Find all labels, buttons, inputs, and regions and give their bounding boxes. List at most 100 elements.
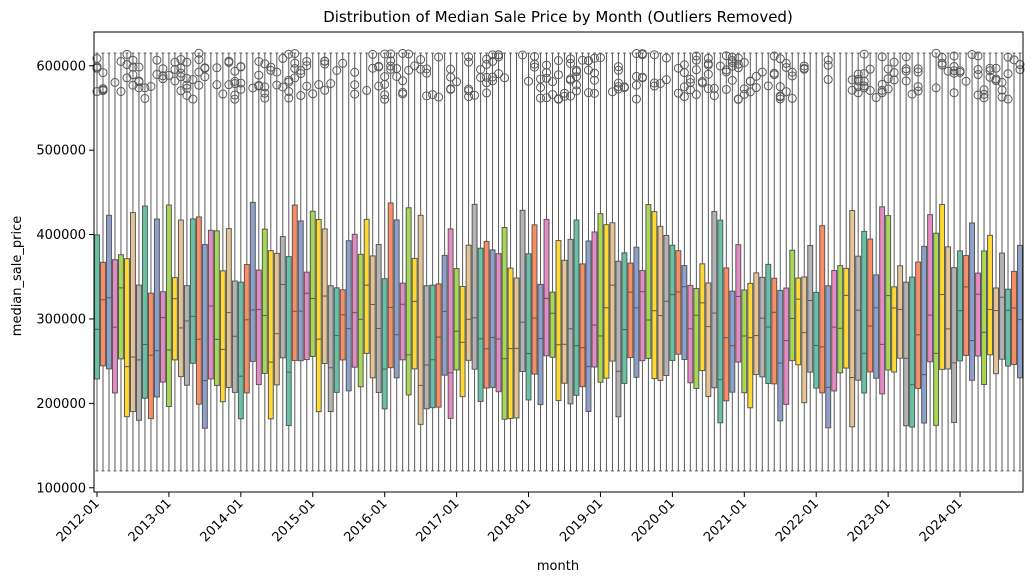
box-iqr [909, 276, 916, 428]
box-month-34 [296, 52, 306, 472]
outlier-point [883, 74, 893, 84]
x-tick-label: 2013-01 [126, 496, 175, 545]
outlier-point [422, 68, 432, 78]
box-month-119 [807, 52, 814, 472]
box-month-55 [422, 52, 432, 472]
outlier-point [278, 53, 288, 63]
outlier-point [787, 93, 797, 103]
box-month-88 [619, 52, 629, 472]
box-iqr [135, 284, 142, 421]
box-iqr [417, 214, 424, 425]
outlier-point [176, 86, 186, 96]
box-month-40 [332, 52, 342, 472]
box-iqr [549, 291, 556, 358]
box-iqr [765, 263, 772, 384]
outlier-point [536, 74, 546, 84]
box-iqr [699, 263, 706, 372]
box-iqr [501, 227, 508, 420]
outlier-point [955, 67, 965, 77]
y-tick-label: 200000 [36, 397, 86, 412]
box-iqr [939, 204, 946, 370]
outlier-point [853, 69, 863, 79]
box-iqr [717, 219, 724, 424]
box-month-126 [847, 52, 857, 472]
box-iqr [219, 270, 226, 403]
box-month-124 [837, 52, 844, 472]
outlier-point [901, 64, 911, 74]
outlier-point [152, 70, 162, 80]
box-month-21 [218, 52, 228, 472]
box-month-103 [709, 52, 719, 472]
box-month-142 [943, 52, 953, 472]
box-month-123 [831, 52, 838, 472]
box-month-110 [751, 52, 761, 472]
outlier-point [703, 53, 713, 63]
outlier-point [116, 87, 126, 97]
outlier-point [92, 62, 102, 72]
outlier-point [350, 80, 360, 90]
box-month-131 [877, 52, 887, 472]
outlier-point [260, 93, 270, 103]
outlier-point [482, 59, 492, 69]
box-iqr [771, 277, 778, 385]
x-tick-label: 2021-01 [701, 496, 750, 545]
outlier-point [583, 56, 593, 66]
box-month-113 [769, 51, 779, 472]
outlier-point [823, 60, 833, 70]
box-month-12 [164, 52, 174, 472]
outlier-point [997, 77, 1007, 87]
box-month-25 [243, 52, 250, 472]
box-month-39 [326, 52, 336, 472]
box-month-35 [302, 52, 312, 472]
box-iqr [675, 250, 682, 355]
box-iqr [945, 246, 952, 370]
box-month-6 [128, 52, 138, 472]
box-iqr [831, 270, 838, 392]
y-axis: 100000 200000 300000 400000 500000 600000 [36, 59, 94, 496]
outlier-point [823, 75, 833, 85]
box-month-50 [392, 52, 402, 472]
outlier-point [230, 90, 240, 100]
outlier-point [380, 79, 390, 89]
box-iqr [459, 285, 466, 398]
box-month-84 [595, 52, 605, 472]
box-iqr [153, 218, 160, 398]
outlier-point [889, 75, 899, 85]
x-axis-label: month [537, 559, 579, 574]
box-iqr [369, 255, 376, 379]
box-iqr [279, 236, 286, 359]
box-iqr [411, 257, 418, 370]
x-tick-label: 2020-01 [629, 496, 678, 545]
box-month-137 [913, 52, 923, 472]
box-iqr [867, 238, 874, 373]
box-month-151 [997, 52, 1007, 472]
outlier-point [685, 74, 695, 84]
box-month-1 [98, 52, 108, 472]
outlier-point [703, 69, 713, 79]
box-iqr [999, 252, 1005, 360]
outlier-point [871, 93, 881, 103]
outlier-point [422, 64, 432, 74]
outlier-point [913, 64, 923, 74]
outlier-point [751, 71, 761, 81]
outlier-point [296, 65, 306, 75]
outlier-point [548, 89, 558, 99]
box-month-53 [410, 52, 420, 472]
outlier-point [649, 50, 659, 60]
box-month-109 [745, 52, 755, 472]
outlier-point [182, 83, 192, 93]
outlier-point [727, 75, 737, 85]
box-month-11 [158, 52, 168, 472]
outlier-point [661, 75, 671, 85]
box-month-92 [645, 52, 652, 472]
box-iqr [249, 201, 256, 362]
box-month-97 [673, 52, 683, 472]
box-iqr [495, 253, 502, 393]
outlier-point [565, 54, 575, 64]
outlier-point [739, 84, 749, 94]
box-iqr [603, 224, 610, 379]
outlier-point [290, 63, 300, 73]
box-iqr [519, 209, 526, 372]
box-month-63 [470, 52, 480, 472]
box-iqr [921, 245, 928, 424]
